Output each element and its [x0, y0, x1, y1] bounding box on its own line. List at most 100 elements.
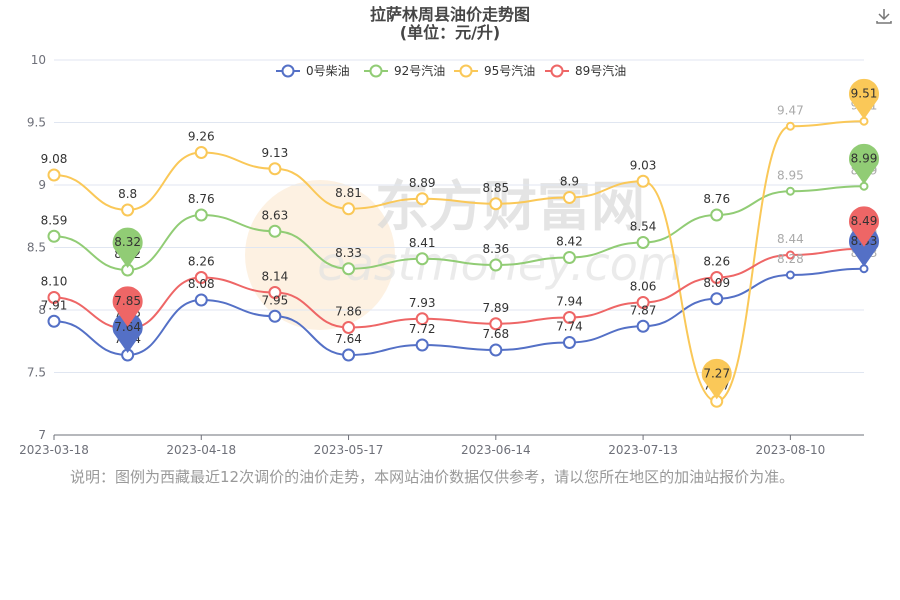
chart-title: 拉萨林周县油价走势图	[370, 5, 530, 24]
legend-label: 92号汽油	[394, 63, 445, 78]
data-label: 8.26	[188, 255, 215, 269]
marker-pin[interactable]: 8.49	[849, 206, 879, 247]
data-point[interactable]	[562, 311, 576, 324]
marker-pin-shape	[112, 312, 143, 353]
data-point[interactable]	[342, 262, 356, 276]
data-label: 8.54	[630, 220, 657, 234]
series-points[interactable]	[47, 116, 869, 408]
data-point[interactable]	[194, 146, 208, 159]
data-point[interactable]	[636, 319, 650, 333]
data-point[interactable]	[415, 192, 429, 206]
legend-item[interactable]: 89号汽油	[545, 63, 626, 78]
marker-pin-label: 7.64	[114, 320, 141, 334]
data-label: 8.89	[409, 176, 436, 190]
legend-symbol	[369, 64, 383, 78]
data-point[interactable]	[47, 291, 61, 304]
data-point[interactable]	[415, 312, 429, 326]
data-point[interactable]	[785, 186, 795, 196]
data-label: 7.91	[41, 298, 68, 312]
chart-note: 说明：图例为西藏最近12次调价的油价走势，本网站油价数据仅供参考，请以您所在地区…	[70, 468, 795, 486]
data-label: 8.41	[409, 236, 436, 250]
data-point[interactable]	[342, 202, 356, 216]
data-point[interactable]	[785, 250, 795, 260]
data-label: 7.93	[409, 296, 436, 310]
data-label: 7.94	[556, 295, 583, 309]
marker-pin-label: 8.32	[114, 235, 141, 249]
data-point[interactable]	[342, 321, 356, 334]
x-tick-label: 2023-08-10	[755, 443, 825, 457]
data-label: 8.76	[188, 192, 215, 206]
y-tick-label: 9	[38, 178, 46, 192]
data-label: 9.03	[630, 158, 657, 172]
data-point[interactable]	[268, 162, 282, 176]
data-point[interactable]	[562, 251, 576, 264]
data-label: 8.09	[703, 276, 730, 290]
data-point[interactable]	[785, 270, 795, 280]
data-point[interactable]	[121, 203, 135, 217]
data-point[interactable]	[489, 343, 503, 357]
marker-pin-label: 7.85	[114, 294, 141, 308]
data-label: 8.8	[118, 187, 137, 201]
marker-pin-shape	[112, 286, 143, 327]
data-point[interactable]	[194, 271, 208, 284]
data-point[interactable]	[710, 271, 724, 284]
data-point[interactable]	[489, 197, 503, 211]
data-point[interactable]	[636, 236, 650, 249]
data-point[interactable]	[710, 208, 724, 222]
legend-label: 95号汽油	[484, 63, 535, 78]
data-point[interactable]	[562, 336, 576, 349]
x-tick-label: 2023-03-18	[19, 443, 89, 457]
data-point[interactable]	[785, 121, 795, 131]
y-tick-label: 8	[38, 303, 46, 317]
marker-pin[interactable]: 9.51	[849, 78, 879, 120]
marker-pin[interactable]: 7.85	[112, 286, 143, 327]
data-point[interactable]	[636, 174, 650, 188]
data-label: 8.36	[482, 242, 509, 256]
data-label: 8.81	[335, 186, 362, 200]
marker-pin-shape	[112, 227, 143, 268]
marker-pins[interactable]: 7.64 8.33 8.32 8.99 7.27 9.51 7.85 8.49	[112, 78, 879, 400]
legend-symbol	[459, 64, 473, 78]
data-point[interactable]	[47, 229, 61, 243]
data-point[interactable]	[268, 286, 282, 299]
data-label: 8.08	[188, 277, 215, 291]
data-point[interactable]	[710, 292, 724, 306]
data-point[interactable]	[636, 296, 650, 309]
legend-item[interactable]: 95号汽油	[454, 63, 535, 78]
legend-item[interactable]: 0号柴油	[276, 64, 350, 78]
data-point[interactable]	[415, 252, 429, 266]
data-point[interactable]	[562, 191, 576, 204]
marker-pin[interactable]: 7.64	[112, 312, 143, 353]
marker-pin[interactable]: 8.32	[112, 227, 143, 268]
legend-item[interactable]: 92号汽油	[364, 63, 445, 78]
data-point[interactable]	[47, 314, 61, 328]
data-point[interactable]	[489, 258, 503, 272]
data-label: 8.9	[560, 175, 579, 189]
data-point[interactable]	[415, 338, 429, 352]
data-label: 7.64	[335, 332, 362, 346]
chart-subtitle: (单位：元/升)	[400, 23, 500, 42]
data-point[interactable]	[342, 348, 356, 362]
data-point[interactable]	[194, 293, 208, 307]
legend[interactable]: 0号柴油 92号汽油 95号汽油 89号汽油	[276, 63, 626, 78]
data-point[interactable]	[47, 168, 61, 182]
marker-pin-label: 8.99	[851, 151, 878, 165]
y-tick-label: 10	[31, 53, 46, 67]
data-label: 9.08	[41, 152, 68, 166]
data-label: 9.26	[188, 130, 215, 144]
series-lines	[53, 120, 865, 403]
data-label: 8.42	[556, 235, 583, 249]
data-point[interactable]	[489, 317, 503, 331]
download-icon[interactable]	[874, 6, 894, 26]
data-label: 7.86	[335, 305, 362, 319]
data-label: 7.72	[409, 322, 436, 336]
marker-pin-label: 9.51	[851, 86, 878, 100]
marker-pin[interactable]: 8.99	[849, 143, 879, 185]
marker-pin[interactable]: 7.27	[701, 358, 732, 400]
data-point[interactable]	[268, 309, 282, 323]
y-tick-label: 8.5	[27, 241, 46, 255]
data-point[interactable]	[268, 224, 282, 238]
data-label: 8.06	[630, 280, 657, 294]
data-point[interactable]	[194, 208, 208, 222]
marker-pin-shape	[849, 78, 879, 120]
